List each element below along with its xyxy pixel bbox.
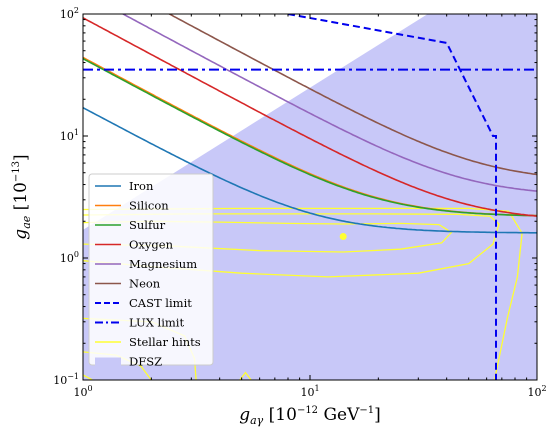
legend-label-lux-limit: LUX limit — [129, 316, 184, 330]
y-tick-label: 102 — [60, 6, 79, 21]
x-tick-label: 100 — [73, 384, 92, 399]
legend-label-cast-limit: CAST limit — [129, 296, 192, 310]
series-magnesium-line — [121, 14, 537, 192]
x-tick-label: 101 — [300, 384, 319, 399]
legend-label-silicon: Silicon — [129, 199, 169, 213]
legend-swatch-dfsz — [95, 357, 121, 367]
stellar-hints-best-fit-point — [339, 233, 347, 240]
stellar-hint-contour-1 — [83, 220, 453, 253]
stellar-hint-contour-3 — [83, 207, 523, 380]
series-sulfur-line — [83, 57, 537, 217]
y-axis-label: gae [10−13] — [11, 154, 33, 239]
legend-box — [88, 173, 214, 366]
series-iron-line — [83, 106, 537, 234]
y-tick-label: 10−1 — [53, 372, 79, 387]
legend-label-oxygen: Oxygen — [129, 238, 174, 252]
legend-label-stellar-hints: Stellar hints — [129, 335, 201, 349]
y-tick-label: 101 — [60, 128, 79, 143]
y-tick-label: 100 — [60, 250, 79, 265]
legend-label-neon: Neon — [129, 277, 161, 291]
stellar-hint-contour-6 — [83, 374, 93, 380]
series-neon-line — [167, 14, 537, 176]
legend-label-magnesium: Magnesium — [129, 257, 197, 271]
x-tick-label: 102 — [527, 384, 546, 399]
series-oxygen-line — [83, 17, 537, 217]
legend-label-iron: Iron — [129, 179, 154, 193]
legend-label-sulfur: Sulfur — [129, 218, 166, 232]
x-axis-label: gaγ [10−12 GeV−1] — [239, 405, 381, 427]
legend: Iron Silicon Sulfur Oxygen Magnesium Neon CAST… — [88, 173, 214, 369]
cast-limit-line — [287, 14, 497, 380]
legend-label-dfsz: DFSZ — [129, 355, 162, 369]
